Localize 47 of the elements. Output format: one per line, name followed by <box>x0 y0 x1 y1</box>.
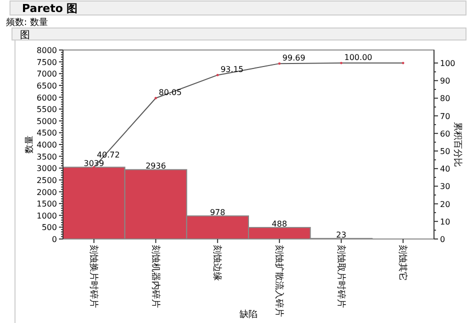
data-label: 2936 <box>146 162 166 171</box>
tick: 80 <box>440 94 450 104</box>
data-label: 23 <box>336 230 346 240</box>
tick: 60 <box>440 129 450 138</box>
ylabel: 数量 <box>25 136 35 154</box>
tick: 7500 <box>36 58 57 67</box>
tick: 90 <box>440 76 450 86</box>
tick: 5500 <box>36 105 57 114</box>
tick: 3000 <box>36 164 57 174</box>
xlabel: 缺陷 <box>240 310 258 320</box>
subtitle: 频数: 数量 <box>6 18 48 28</box>
annotation: 图 <box>20 30 30 41</box>
tick: 50 <box>440 147 450 156</box>
tick: 100 <box>440 59 456 68</box>
tick: 7000 <box>36 70 57 79</box>
tick: 30 <box>440 182 450 192</box>
category: 刻蚀机器内碎片 <box>150 245 160 308</box>
tick: 4500 <box>36 128 57 138</box>
tick: 10 <box>440 217 450 226</box>
tick: 2500 <box>36 176 57 185</box>
category: 刻蚀换片时碎片 <box>88 245 98 308</box>
data-label: 488 <box>272 219 288 228</box>
tick: 2000 <box>36 188 57 197</box>
category: 刻蚀其它 <box>397 245 408 281</box>
y2label: 累积百分比 <box>452 122 462 167</box>
tick: 20 <box>440 200 450 209</box>
tick: 40 <box>440 164 450 174</box>
tick: 8000 <box>36 46 57 55</box>
data-label: 93.15 <box>220 65 244 74</box>
tick: 5000 <box>36 116 57 126</box>
tick: 1500 <box>36 200 57 209</box>
tick: 6000 <box>36 93 57 102</box>
tick: 4000 <box>36 140 57 150</box>
tick: 6500 <box>36 81 57 90</box>
category: 刻蚀扩散流入碎片 <box>273 245 284 317</box>
data-label: 100.00 <box>344 53 372 62</box>
title: Pareto 图 <box>22 2 78 15</box>
tick: 500 <box>42 223 57 232</box>
data-label: 978 <box>210 208 226 217</box>
tick: 3500 <box>36 152 57 162</box>
tick: 0 <box>440 235 446 244</box>
data-label: 99.69 <box>282 54 306 63</box>
category: 刻蚀边缘 <box>212 245 222 281</box>
tick: 70 <box>440 112 450 121</box>
tick: 0 <box>52 235 57 244</box>
category: 刻蚀取片时碎片 <box>335 245 346 308</box>
tick: 1000 <box>36 211 57 220</box>
